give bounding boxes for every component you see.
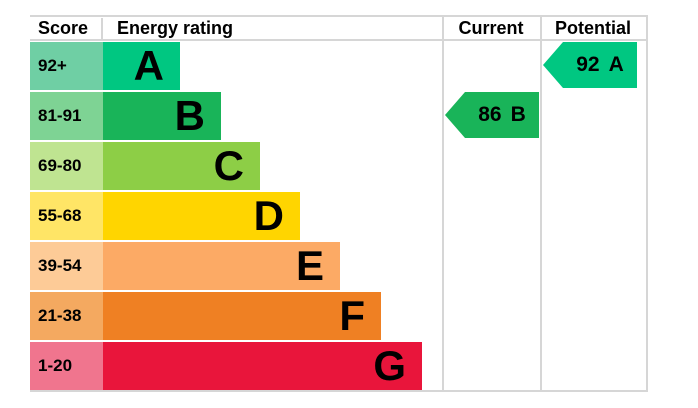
potential-column-header: Potential	[554, 18, 631, 38]
band-bar-e: E	[103, 242, 340, 290]
band-bar-f: F	[103, 292, 381, 340]
band-row-f: 21-38 F	[30, 290, 648, 340]
band-letter-f: F	[339, 292, 365, 339]
potential-rating-letter: A	[608, 53, 624, 76]
current-column-divider	[442, 15, 444, 392]
band-bar-g: G	[103, 342, 422, 390]
epc-table: Score Energy rating Current Potential 92…	[30, 15, 648, 392]
current-rating-arrow: 86 B	[445, 92, 539, 138]
band-row-c: 69-80 C	[30, 140, 648, 190]
score-range-b: 81-91	[30, 92, 103, 140]
score-range-a: 92+	[30, 42, 103, 90]
current-score-value: 86	[478, 103, 502, 126]
band-letter-c: C	[213, 142, 244, 189]
band-bar-a: A	[103, 42, 180, 90]
table-border-bottom	[30, 390, 648, 392]
score-range-e: 39-54	[30, 242, 103, 290]
band-row-g: 1-20 G	[30, 340, 648, 390]
band-row-b: 81-91 B	[30, 90, 648, 140]
current-rating-letter: B	[510, 103, 526, 126]
potential-rating-text: 92 A	[563, 42, 637, 88]
header-underline	[30, 39, 648, 41]
score-range-d: 55-68	[30, 192, 103, 240]
score-column-divider	[101, 18, 103, 39]
potential-column-divider	[540, 15, 542, 392]
rating-bands: 92+ A 81-91 B 69-80 C 55-68 D 39-54 E 21…	[30, 40, 648, 390]
score-range-f: 21-38	[30, 292, 103, 340]
energy-rating-column-header: Energy rating	[117, 18, 234, 38]
score-range-c: 69-80	[30, 142, 103, 190]
band-letter-a: A	[133, 42, 164, 89]
potential-rating-arrow: 92 A	[543, 42, 637, 88]
table-border-right	[646, 15, 648, 392]
band-row-a: 92+ A	[30, 40, 648, 90]
band-bar-d: D	[103, 192, 300, 240]
band-letter-g: G	[373, 342, 406, 389]
band-row-e: 39-54 E	[30, 240, 648, 290]
band-bar-b: B	[103, 92, 221, 140]
left-pointer-icon	[445, 92, 539, 138]
current-rating-text: 86 B	[465, 92, 539, 138]
potential-score-value: 92	[576, 53, 600, 76]
band-bar-c: C	[103, 142, 260, 190]
band-row-d: 55-68 D	[30, 190, 648, 240]
score-range-g: 1-20	[30, 342, 103, 390]
band-letter-d: D	[253, 192, 284, 239]
left-pointer-icon	[543, 42, 637, 88]
band-letter-e: E	[295, 242, 324, 289]
score-column-header: Score	[38, 18, 89, 38]
table-border-top	[30, 15, 648, 17]
band-letter-b: B	[174, 92, 205, 139]
current-column-header: Current	[458, 18, 524, 38]
